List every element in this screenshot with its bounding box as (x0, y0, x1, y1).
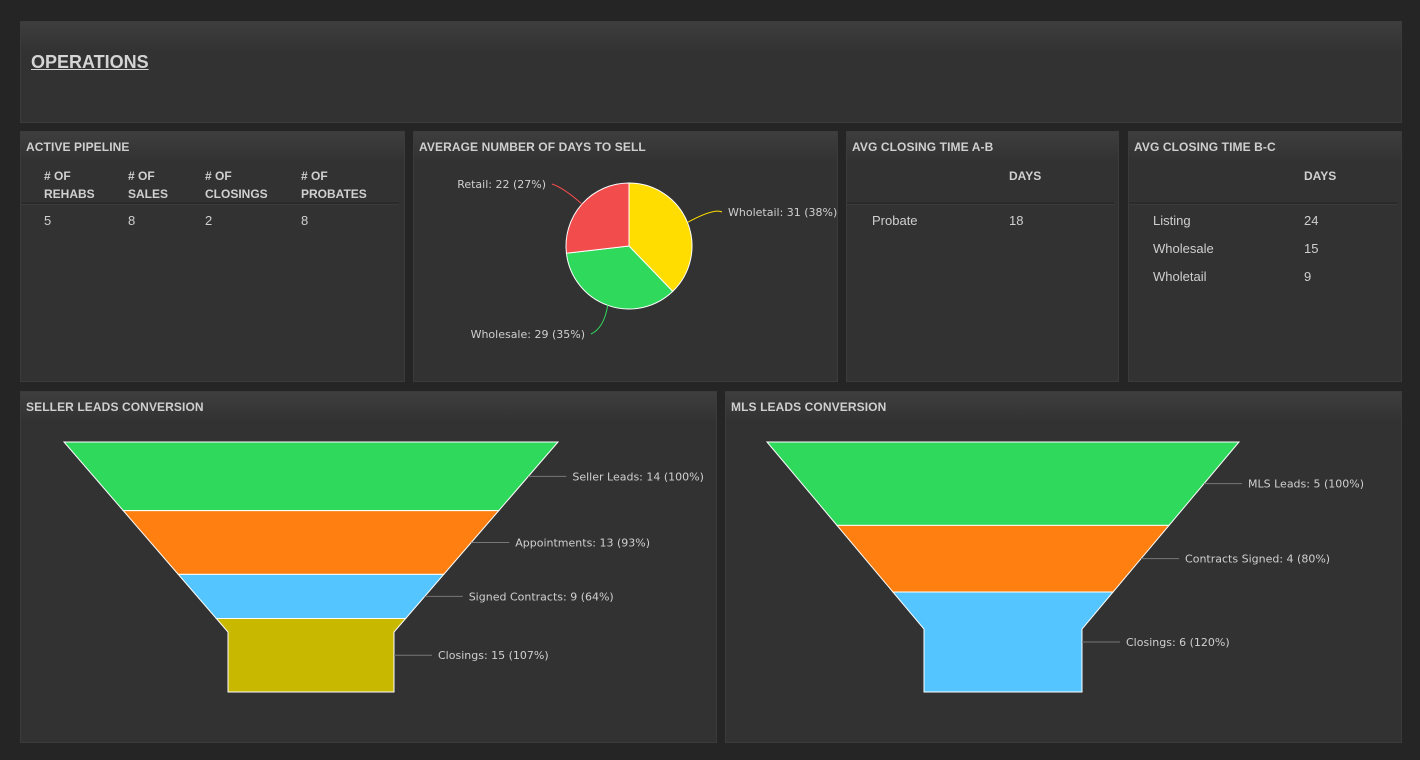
avg-days-pie-chart: Wholetail: 31 (38%) Wholesale: 29 (35%) Re… (457, 178, 837, 341)
pie-slice-wholesale (565, 245, 674, 310)
row-label-wholesale: Wholesale (1153, 241, 1214, 256)
active-pipeline-title: ACTIVE PIPELINE (26, 140, 130, 154)
row-label-probate: Probate (872, 213, 918, 228)
seller-funnel-panel: SELLER LEADS CONVERSION Seller Leads: 14… (20, 391, 717, 743)
row-value-wholetail: 9 (1304, 269, 1312, 284)
funnel-label-mls-leads: MLS Leads: 5 (100%) (1248, 478, 1364, 491)
value-closings: 2 (205, 213, 213, 228)
funnel-segment-signed-contracts (177, 573, 445, 619)
header-panel: OPERATIONS (20, 21, 1402, 123)
avg-days-title: AVERAGE NUMBER OF DAYS TO SELL (419, 140, 646, 154)
funnel-label-seller-leads: Seller Leads: 14 (100%) (572, 470, 704, 483)
seller-funnel-chart: Seller Leads: 14 (100%) Appointments: 13 … (62, 441, 704, 693)
closing-bc-title: AVG CLOSING TIME B-C (1134, 140, 1276, 154)
funnel-label-closings: Closings: 15 (107%) (438, 649, 549, 662)
pie-connector-wholetail (687, 210, 723, 223)
seller-funnel-title: SELLER LEADS CONVERSION (26, 400, 204, 414)
pie-slice-wholetail (628, 182, 693, 293)
funnel-segment-appointments (122, 510, 500, 575)
column-header-probates: # OF PROBATES (301, 169, 367, 201)
mls-funnel-panel: MLS LEADS CONVERSION MLS Leads: 5 (100%)… (725, 391, 1402, 743)
value-rehabs: 5 (44, 213, 52, 228)
column-header-sales: # OF SALES (128, 169, 169, 201)
funnel-label-appointments: Appointments: 13 (93%) (515, 536, 650, 549)
funnel-label-signed-contracts: Signed Contracts: 9 (64%) (469, 590, 614, 603)
closing-bc-panel: AVG CLOSING TIME B-C DAYS Listing 24 Who… (1128, 131, 1402, 382)
funnel-label-contracts-signed: Contracts Signed: 4 (80%) (1185, 553, 1330, 566)
row-value-listing: 24 (1304, 213, 1319, 228)
pie-label-wholetail: Wholetail: 31 (38%) (728, 206, 837, 219)
funnel-segment-seller-leads (62, 441, 560, 512)
avg-days-panel: AVERAGE NUMBER OF DAYS TO SELL Wholetail… (413, 131, 838, 382)
pie-label-wholesale: Wholesale: 29 (35%) (471, 328, 585, 341)
column-header-days: DAYS (1304, 169, 1337, 183)
funnel-segment-closings (215, 617, 407, 693)
table-divider (1129, 202, 1397, 205)
active-pipeline-panel: ACTIVE PIPELINE # OF REHABS # OF SALES # O… (20, 131, 405, 382)
pie-connector-wholesale (590, 305, 609, 335)
mls-funnel-title: MLS LEADS CONVERSION (731, 400, 887, 414)
value-probates: 8 (301, 213, 309, 228)
pie-slice-retail (565, 182, 630, 254)
row-label-listing: Listing (1153, 213, 1191, 228)
table-divider (21, 202, 399, 205)
row-value-probate: 18 (1009, 213, 1024, 228)
value-sales: 8 (128, 213, 136, 228)
column-header-rehabs: # OF REHABS (44, 169, 95, 201)
row-label-wholetail: Wholetail (1153, 269, 1207, 284)
funnel-label-closings: Closings: 6 (120%) (1126, 636, 1230, 649)
funnel-segment-closings (891, 591, 1115, 693)
column-header-closings: # OF CLOSINGS (205, 169, 268, 201)
closing-ab-title: AVG CLOSING TIME A-B (852, 140, 994, 154)
table-divider (847, 202, 1114, 205)
pie-label-retail: Retail: 22 (27%) (457, 178, 546, 191)
closing-ab-panel: AVG CLOSING TIME A-B DAYS Probate 18 (846, 131, 1119, 382)
column-header-days: DAYS (1009, 169, 1042, 183)
mls-funnel-chart: MLS Leads: 5 (100%) Contracts Signed: 4 (… (765, 441, 1364, 693)
funnel-segment-mls-leads (765, 441, 1241, 526)
pie-connector-retail (551, 183, 583, 205)
page-title: OPERATIONS (31, 52, 149, 72)
funnel-segment-contracts-signed (835, 524, 1171, 593)
row-value-wholesale: 15 (1304, 241, 1319, 256)
